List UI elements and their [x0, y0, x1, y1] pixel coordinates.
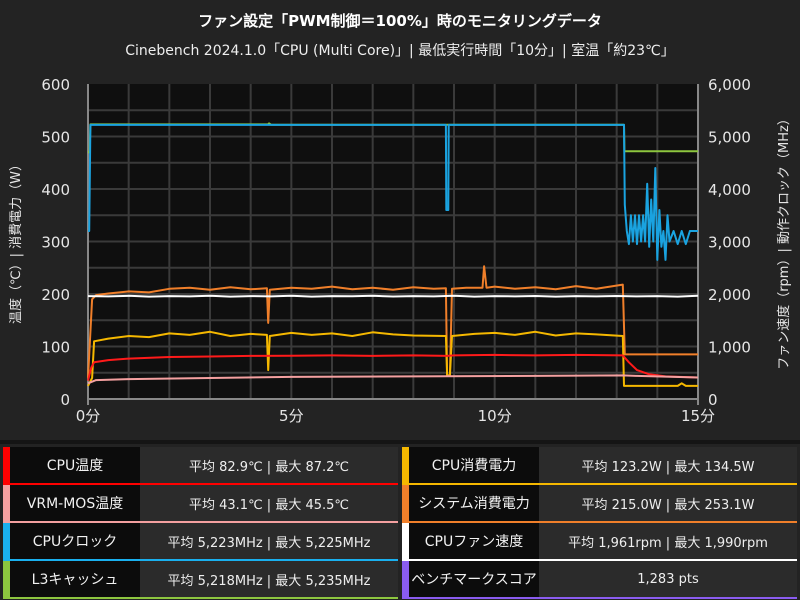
legend-color-swatch — [3, 485, 10, 521]
y-tick-left: 200 — [41, 286, 70, 304]
line-chart: 0 100 200 300 400 500 600 0 1,000 2,000 3,000 4,000… — [8, 76, 792, 425]
y-axis-left-label: 温度（℃）| 消費電力（W） — [8, 158, 24, 324]
stats-value: 平均 1,961rpm | 最大 1,990rpm — [539, 523, 797, 559]
x-tick: 5分 — [279, 407, 304, 425]
y-tick-right: 0 — [708, 391, 718, 409]
y-tick-right: 6,000 — [708, 76, 751, 94]
series-line-3 — [87, 294, 699, 298]
y-tick-right: 3,000 — [708, 234, 751, 252]
stats-row: ベンチマークスコア 1,283 pts — [402, 561, 797, 599]
y-axis-right-label: ファン速度（rpm）| 動作クロック（MHz） — [776, 112, 792, 370]
stats-value: 1,283 pts — [539, 561, 797, 597]
series-line-6 — [87, 374, 699, 385]
stats-label: CPUクロック — [10, 523, 140, 559]
stats-row: CPU消費電力 平均 123.2W | 最大 134.5W — [402, 447, 797, 485]
stats-label: VRM-MOS温度 — [10, 485, 140, 521]
stats-value: 平均 215.0W | 最大 253.1W — [539, 485, 797, 521]
stats-table-right: CPU消費電力 平均 123.2W | 最大 134.5W システム消費電力 平均 2… — [402, 447, 797, 599]
stats-value: 平均 5,218MHz | 最大 5,235MHz — [140, 561, 398, 597]
x-tick: 0分 — [76, 407, 101, 425]
stats-label: CPUファン速度 — [409, 523, 539, 559]
stats-value: 平均 43.1℃ | 最大 45.5℃ — [140, 485, 398, 521]
stats-label: システム消費電力 — [409, 485, 539, 521]
y-tick-left: 0 — [60, 391, 70, 409]
x-tick: 10分 — [478, 407, 512, 425]
y-tick-left: 500 — [41, 129, 70, 147]
stats-value: 平均 82.9℃ | 最大 87.2℃ — [140, 447, 398, 483]
stats-label: CPU消費電力 — [409, 447, 539, 483]
stats-label: L3キャッシュ — [10, 561, 140, 597]
y-tick-left: 600 — [41, 76, 70, 94]
divider — [0, 440, 800, 444]
y-tick-left: 400 — [41, 181, 70, 199]
legend-color-swatch — [402, 523, 409, 559]
legend-color-swatch — [3, 561, 10, 597]
y-tick-right: 5,000 — [708, 129, 751, 147]
y-tick-left: 300 — [41, 234, 70, 252]
y-tick-left: 100 — [41, 339, 70, 357]
y-tick-right: 1,000 — [708, 339, 751, 357]
chart-title: ファン設定「PWM制御＝100%」時のモニタリングデータ — [198, 12, 602, 30]
series-line-2 — [87, 265, 698, 379]
series-line-1 — [88, 123, 698, 261]
stats-row: VRM-MOS温度 平均 43.1℃ | 最大 45.5℃ — [3, 485, 398, 523]
stats-value: 平均 5,223MHz | 最大 5,225MHz — [140, 523, 398, 559]
stats-row: システム消費電力 平均 215.0W | 最大 253.1W — [402, 485, 797, 523]
stats-label: ベンチマークスコア — [409, 561, 539, 597]
y-tick-right: 2,000 — [708, 286, 751, 304]
chart-subtitle: Cinebench 2024.1.0「CPU (Multi Core)」| 最低… — [125, 43, 675, 59]
legend-color-swatch — [402, 447, 409, 483]
stats-row: CPUファン速度 平均 1,961rpm | 最大 1,990rpm — [402, 523, 797, 561]
series-line-4 — [87, 330, 698, 387]
series-line-5 — [87, 353, 699, 381]
x-tick: 15分 — [681, 407, 715, 425]
legend-color-swatch — [402, 561, 409, 597]
legend-color-swatch — [402, 485, 409, 521]
y-tick-right: 4,000 — [708, 181, 751, 199]
stats-label: CPU温度 — [10, 447, 140, 483]
legend-color-swatch — [3, 523, 10, 559]
stats-value: 平均 123.2W | 最大 134.5W — [539, 447, 797, 483]
stats-row: CPUクロック 平均 5,223MHz | 最大 5,225MHz — [3, 523, 398, 561]
stats-row: CPU温度 平均 82.9℃ | 最大 87.2℃ — [3, 447, 398, 485]
legend-color-swatch — [3, 447, 10, 483]
stats-table-left: CPU温度 平均 82.9℃ | 最大 87.2℃ VRM-MOS温度 平均 43.1… — [3, 447, 398, 599]
stats-row: L3キャッシュ 平均 5,218MHz | 最大 5,235MHz — [3, 561, 398, 599]
